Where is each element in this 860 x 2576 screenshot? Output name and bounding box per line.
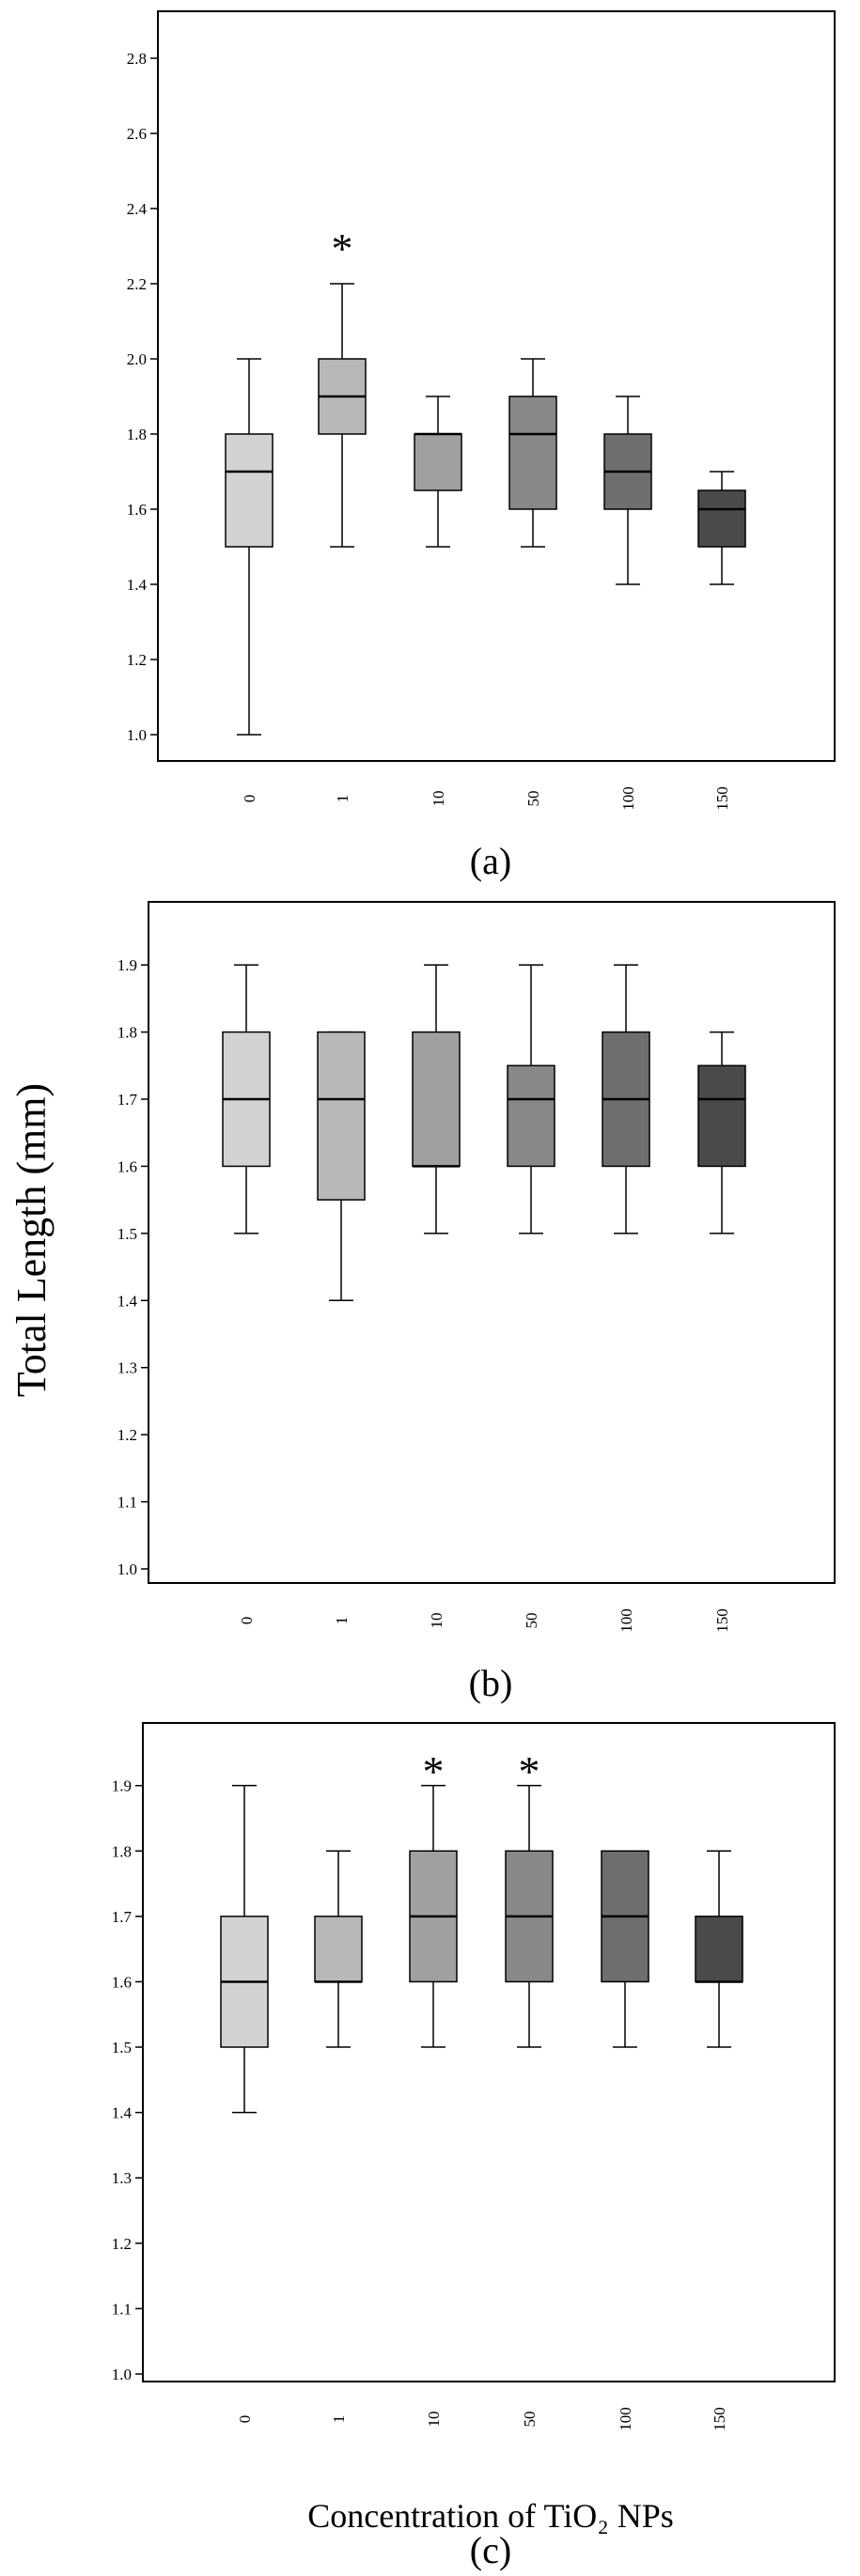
box-1 (318, 283, 367, 548)
y-tick-label: 1.8 (117, 1024, 137, 1042)
box-0 (220, 1784, 269, 2114)
y-tick-label: 2.6 (127, 125, 147, 143)
x-tick-label: 1 (333, 1617, 351, 1625)
y-tick-label: 1.6 (117, 1157, 137, 1175)
y-axis-title: Total Length (mm) (8, 1083, 55, 1397)
x-tick-label: 0 (238, 1617, 256, 1625)
box-50 (508, 358, 557, 548)
iqr-box (507, 1064, 555, 1168)
significance-marker: * (332, 225, 353, 272)
iqr-box (412, 1031, 461, 1168)
box-100 (602, 964, 650, 1234)
y-tick-label: 1.8 (127, 426, 147, 443)
x-tick-label: 1 (330, 2415, 348, 2424)
panel-b: 1.0 1.1 1.2 1.3 1.4 1.5 1.6 1.7 1.8 1.9 0 1 10 50 100 1… (117, 901, 836, 1704)
y-tick-label: 1.7 (112, 1908, 133, 1926)
panel-label: (c) (470, 2529, 511, 2571)
y-tick-label: 1.0 (112, 2366, 132, 2383)
box-0 (225, 358, 274, 736)
y-tick-label: 1.0 (117, 1560, 137, 1578)
iqr-box (414, 433, 462, 491)
x-tick-label: 10 (425, 2412, 443, 2428)
x-tick-label: 50 (524, 791, 542, 807)
y-tick-label: 1.7 (117, 1091, 138, 1109)
y-tick-label: 1.0 (127, 726, 147, 744)
plot-frame (157, 10, 836, 762)
y-tick-label: 1.2 (117, 1426, 137, 1444)
x-tick-label: 100 (617, 2407, 634, 2431)
y-tick-label: 1.6 (112, 1973, 132, 1991)
y-tick-label: 2.2 (127, 275, 147, 293)
y-tick-label: 1.6 (127, 501, 147, 519)
y-tick-label: 1.2 (127, 651, 147, 669)
y-tick-label: 2.8 (127, 50, 147, 68)
iqr-box (225, 433, 274, 548)
box-50 (505, 1784, 554, 2048)
box-100 (601, 1850, 649, 2048)
significance-marker: * (423, 1747, 445, 1795)
y-tick-label: 1.4 (112, 2104, 133, 2122)
box-150 (697, 1031, 746, 1234)
x-tick-label: 150 (711, 2407, 728, 2431)
y-tick-label: 1.4 (127, 576, 148, 594)
y-tick-label: 1.4 (117, 1292, 138, 1310)
x-tick-label: 0 (236, 2415, 254, 2424)
box-150 (695, 1850, 743, 2048)
x-tick-label: 150 (713, 786, 731, 811)
box-1 (314, 1850, 363, 2048)
y-tick-label: 2.4 (127, 200, 148, 218)
y-tick-label: 1.5 (117, 1225, 137, 1243)
y-tick-label: 1.3 (117, 1359, 137, 1377)
y-tick-label: 1.5 (112, 2039, 132, 2056)
y-tick-label: 1.9 (117, 956, 137, 974)
x-tick-label: 10 (428, 1613, 446, 1629)
box-1 (317, 1031, 366, 1302)
panel-label: (b) (469, 1662, 513, 1704)
x-tick-label: 10 (430, 791, 447, 807)
y-tick-label: 1.2 (112, 2235, 132, 2253)
x-tick-label: 50 (521, 2412, 539, 2428)
significance-marker: * (519, 1747, 540, 1795)
iqr-box (695, 1916, 743, 1983)
panel-label: (a) (470, 840, 511, 882)
box-150 (697, 471, 746, 585)
x-tick-label: 50 (523, 1613, 540, 1629)
iqr-box (508, 396, 557, 510)
y-tick-label: 1.3 (112, 2169, 132, 2187)
x-tick-label: 100 (619, 786, 637, 811)
box-50 (507, 964, 555, 1234)
x-tick-label: 0 (241, 795, 258, 803)
plot-frame (148, 901, 836, 1584)
iqr-box (697, 1064, 746, 1168)
iqr-box (314, 1916, 363, 1983)
y-tick-label: 1.8 (112, 1842, 132, 1860)
y-tick-label: 1.9 (112, 1777, 132, 1795)
box-10 (412, 964, 461, 1234)
x-tick-label: 100 (618, 1608, 635, 1633)
panel-a: 1.0 1.2 1.4 1.6 1.8 2.0 2.2 2.4 2.6 2.8 0 1 10 50 100 1… (127, 10, 836, 882)
iqr-box (697, 489, 746, 548)
y-tick-label: 1.1 (117, 1494, 137, 1512)
y-tick-label: 2.0 (127, 350, 147, 368)
x-tick-label: 1 (334, 795, 352, 803)
y-tick-label: 1.1 (112, 2300, 132, 2318)
iqr-box (317, 1031, 366, 1201)
x-axis-title: Concentration of TiO₂ NPs (307, 2497, 674, 2535)
box-100 (603, 396, 652, 585)
plot-frame (142, 1722, 836, 2382)
panel-c: 1.0 1.1 1.2 1.3 1.4 1.5 1.6 1.7 1.8 1.9 0 1 10 50 100 1… (112, 1722, 836, 2571)
box-0 (222, 964, 271, 1234)
x-tick-label: 150 (713, 1608, 731, 1633)
box-10 (414, 396, 462, 548)
box-10 (409, 1784, 458, 2048)
